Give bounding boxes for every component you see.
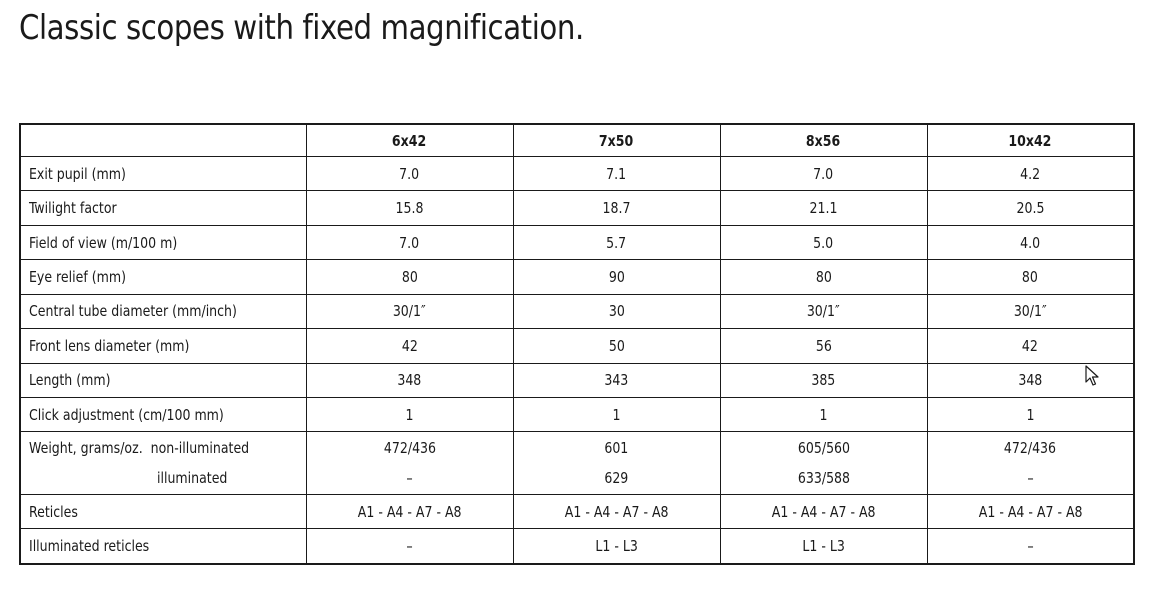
table-cell: 30/1″ — [719, 293, 928, 330]
table-cell: 42 — [926, 328, 1135, 364]
table-cell: – — [926, 528, 1135, 565]
table-cell: L1 - L3 — [512, 528, 721, 565]
table-cell: – — [305, 528, 514, 565]
table-cell: 50 — [512, 328, 721, 364]
table-cell: 7.0 — [305, 224, 514, 261]
table-cell: 30 — [512, 293, 721, 330]
table-cell: 1 — [926, 396, 1135, 433]
table-cell: 385 — [719, 362, 928, 398]
column-header-10x42: 10x42 — [926, 123, 1135, 157]
table-cell: 5.0 — [719, 224, 928, 261]
table-cell: 601 629 — [512, 431, 721, 496]
table-cell: 7.1 — [512, 155, 721, 192]
column-header-8x56: 8x56 — [719, 123, 928, 157]
table-cell: A1 - A4 - A7 - A8 — [719, 494, 928, 530]
table-cell: 15.8 — [305, 190, 514, 226]
table-cell: 1 — [512, 396, 721, 433]
table-cell: 1 — [305, 396, 514, 433]
table-cell: 7.0 — [305, 155, 514, 192]
table-row-front-lens-diameter: Front lens diameter (mm) 42 50 56 42 — [19, 328, 1135, 364]
table-cell: 80 — [926, 259, 1135, 295]
table-cell: 20.5 — [926, 190, 1135, 226]
header-corner-cell — [19, 123, 307, 157]
weight-sublabel-illuminated: illuminated — [157, 469, 228, 488]
weight-illuminated: – — [1027, 469, 1034, 488]
weight-label: Weight, grams/oz. non-illuminated — [29, 439, 250, 458]
page-title: Classic scopes with fixed magnification. — [19, 8, 584, 48]
weight-non-illuminated: 472/436 — [1004, 439, 1057, 458]
weight-non-illuminated: 605/560 — [797, 439, 850, 458]
column-header-7x50: 7x50 — [512, 123, 721, 157]
table-cell: 348 — [926, 362, 1135, 398]
column-header-6x42: 6x42 — [305, 123, 514, 157]
table-row-click-adjustment: Click adjustment (cm/100 mm) 1 1 1 1 — [19, 396, 1135, 433]
mouse-pointer-icon — [1085, 365, 1099, 386]
row-label: Reticles — [19, 494, 307, 530]
table-row-exit-pupil: Exit pupil (mm) 7.0 7.1 7.0 4.2 — [19, 155, 1135, 192]
table-row-length: Length (mm) 348 343 385 348 — [19, 362, 1135, 398]
table-cell: 42 — [305, 328, 514, 364]
row-label: Front lens diameter (mm) — [19, 328, 307, 364]
table-cell: 90 — [512, 259, 721, 295]
table-cell: A1 - A4 - A7 - A8 — [305, 494, 514, 530]
specs-table: 6x42 7x50 8x56 10x42 Exit pupil (mm) 7.0… — [19, 123, 1135, 565]
table-row-central-tube-diameter: Central tube diameter (mm/inch) 30/1″ 30… — [19, 293, 1135, 330]
table-cell: A1 - A4 - A7 - A8 — [926, 494, 1135, 530]
table-cell: 30/1″ — [926, 293, 1135, 330]
table-cell: 5.7 — [512, 224, 721, 261]
table-cell: 21.1 — [719, 190, 928, 226]
table-cell: 472/436 – — [926, 431, 1135, 496]
table-cell: 348 — [305, 362, 514, 398]
table-cell: 80 — [305, 259, 514, 295]
weight-non-illuminated: 601 — [604, 439, 629, 458]
table-cell: 7.0 — [719, 155, 928, 192]
table-row-eye-relief: Eye relief (mm) 80 90 80 80 — [19, 259, 1135, 295]
row-label: Twilight factor — [19, 190, 307, 226]
weight-illuminated: – — [406, 469, 413, 488]
row-label: Central tube diameter (mm/inch) — [19, 293, 307, 330]
table-cell: L1 - L3 — [719, 528, 928, 565]
table-cell: 56 — [719, 328, 928, 364]
table-cell: 4.2 — [926, 155, 1135, 192]
table-row-twilight-factor: Twilight factor 15.8 18.7 21.1 20.5 — [19, 190, 1135, 226]
table-cell: 4.0 — [926, 224, 1135, 261]
table-cell: A1 - A4 - A7 - A8 — [512, 494, 721, 530]
weight-illuminated: 629 — [604, 469, 629, 488]
table-cell: 18.7 — [512, 190, 721, 226]
table-row-field-of-view: Field of view (m/100 m) 7.0 5.7 5.0 4.0 — [19, 224, 1135, 261]
table-cell: 80 — [719, 259, 928, 295]
table-cell: 605/560 633/588 — [719, 431, 928, 496]
row-label: Field of view (m/100 m) — [19, 224, 307, 261]
table-cell: 30/1″ — [305, 293, 514, 330]
weight-illuminated: 633/588 — [797, 469, 850, 488]
table-row-illuminated-reticles: Illuminated reticles – L1 - L3 L1 - L3 – — [19, 528, 1135, 565]
table-row-weight: Weight, grams/oz. non-illuminated illumi… — [19, 431, 1135, 496]
table-cell: 1 — [719, 396, 928, 433]
row-label: Illuminated reticles — [19, 528, 307, 565]
row-label: Eye relief (mm) — [19, 259, 307, 295]
row-label: Length (mm) — [19, 362, 307, 398]
table-cell: 472/436 – — [305, 431, 514, 496]
weight-non-illuminated: 472/436 — [383, 439, 436, 458]
table-header-row: 6x42 7x50 8x56 10x42 — [19, 123, 1135, 157]
row-label: Exit pupil (mm) — [19, 155, 307, 192]
row-label: Weight, grams/oz. non-illuminated illumi… — [19, 431, 307, 496]
table-cell: 343 — [512, 362, 721, 398]
row-label: Click adjustment (cm/100 mm) — [19, 396, 307, 433]
table-row-reticles: Reticles A1 - A4 - A7 - A8 A1 - A4 - A7 … — [19, 494, 1135, 530]
